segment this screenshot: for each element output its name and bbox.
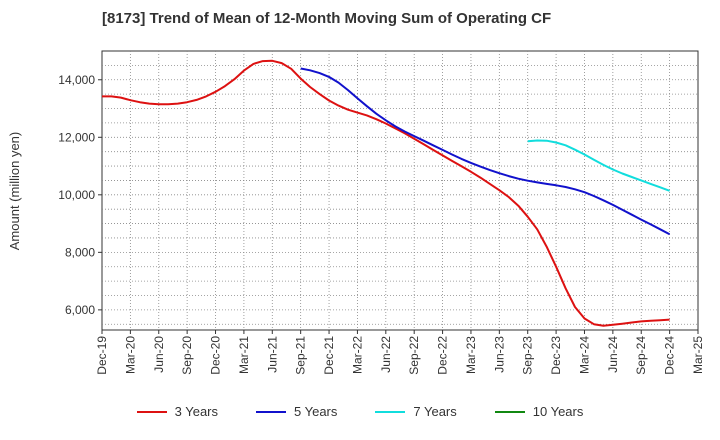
legend-label: 7 Years xyxy=(413,404,457,419)
x-tick-label: Sep-23 xyxy=(521,336,535,375)
grid-layer xyxy=(102,51,698,330)
series-line-3-years xyxy=(102,59,670,327)
y-tick-label: 14,000 xyxy=(58,73,95,87)
y-tick-label: 8,000 xyxy=(65,245,95,259)
x-tick-label: Sep-22 xyxy=(407,336,421,375)
legend-item: 5 Years xyxy=(256,404,337,419)
legend-item: 7 Years xyxy=(375,404,457,419)
x-tick-label: Mar-20 xyxy=(123,336,137,374)
x-tick-label: Sep-20 xyxy=(180,336,194,375)
y-tick-label: 10,000 xyxy=(58,188,95,202)
plot-area xyxy=(101,50,699,331)
x-tick-label: Dec-21 xyxy=(322,336,336,375)
x-tick-label: Dec-23 xyxy=(549,336,563,375)
legend-item: 3 Years xyxy=(136,404,218,419)
x-tick-label: Dec-22 xyxy=(436,336,450,375)
legend-label: 3 Years xyxy=(174,404,218,419)
series-line-5-years xyxy=(300,67,671,236)
x-tick-label: Mar-22 xyxy=(350,336,364,374)
x-tick-label: Mar-25 xyxy=(691,336,705,374)
axis-layer: 6,000 8,000 10,000 12,000 14,000 Dec-19 Mar-20… xyxy=(58,73,705,375)
x-tick-label: Sep-24 xyxy=(634,336,648,375)
x-tick-label: Jun-22 xyxy=(379,336,393,373)
x-tick-label: Mar-24 xyxy=(577,336,591,374)
x-tick-label: Mar-21 xyxy=(237,336,251,374)
y-tick-label: 12,000 xyxy=(58,130,95,144)
legend-swatch xyxy=(375,410,406,413)
x-tick-label: Sep-21 xyxy=(294,336,308,375)
x-tick-label: Mar-23 xyxy=(464,336,478,374)
legend-swatch xyxy=(256,410,286,413)
legend: 3 Years 5 Years 7 Years 10 Years xyxy=(0,404,720,419)
x-tick-label: Jun-23 xyxy=(492,336,506,373)
legend-swatch xyxy=(136,410,167,413)
x-tick-label: Dec-19 xyxy=(95,336,109,375)
x-tick-label: Dec-20 xyxy=(209,336,223,375)
legend-item: 10 Years xyxy=(494,404,584,419)
series-layer xyxy=(102,59,671,327)
legend-label: 5 Years xyxy=(294,404,338,419)
legend-label: 10 Years xyxy=(532,404,584,419)
chart-title: [8173] Trend of Mean of 12-Month Moving … xyxy=(102,10,552,27)
x-tick-label: Jun-21 xyxy=(265,336,279,373)
x-tick-label: Dec-24 xyxy=(663,336,677,375)
legend-swatch xyxy=(494,410,525,413)
x-tick-label: Jun-24 xyxy=(606,336,620,373)
y-tick-label: 6,000 xyxy=(65,303,95,317)
series-line-7-years xyxy=(527,139,670,192)
y-axis-label: Amount (million yen) xyxy=(7,132,22,251)
x-tick-label: Jun-20 xyxy=(152,336,166,373)
